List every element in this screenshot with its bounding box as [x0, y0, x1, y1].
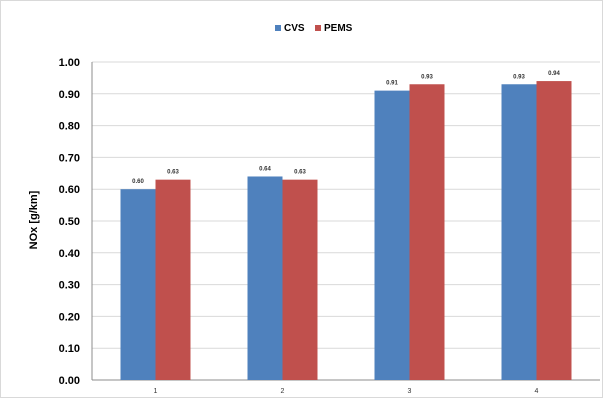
- x-tick-label: 2: [281, 388, 285, 395]
- bar-pems-1: [155, 179, 191, 380]
- data-label: 0.63: [294, 170, 306, 176]
- legend-entry-pems: PEMS: [324, 23, 353, 34]
- legend-entry-cvs: CVS: [284, 23, 305, 34]
- data-label: 0.91: [386, 81, 398, 87]
- legend-swatch: [315, 25, 321, 31]
- bar-pems-3: [409, 84, 445, 380]
- data-label: 0.94: [548, 71, 560, 77]
- legend-swatch: [275, 25, 281, 31]
- y-tick-label: 0.50: [59, 216, 80, 228]
- y-tick-label: 1.00: [59, 57, 80, 69]
- bar-cvs-2: [247, 176, 283, 380]
- y-tick-label: 0.40: [59, 248, 80, 260]
- y-tick-label: 0.80: [59, 121, 80, 133]
- y-tick-label: 0.20: [59, 311, 80, 323]
- legend: CVS PEMS: [275, 23, 353, 34]
- bar-pems-4: [536, 81, 572, 380]
- x-tick-label: 1: [154, 388, 158, 395]
- labels: 0.00 0.10 0.20 0.30 0.40 0.50 0.60 0.70 0.80 0.90…: [59, 57, 561, 395]
- data-label: 0.63: [167, 170, 179, 176]
- x-tick-label: 3: [408, 388, 412, 395]
- bar-pems-2: [282, 179, 318, 380]
- bar-cvs-1: [120, 189, 156, 380]
- bars: [120, 81, 572, 381]
- x-tick-label: 4: [535, 388, 539, 395]
- data-label: 0.93: [513, 74, 525, 80]
- data-label: 0.93: [421, 74, 433, 80]
- y-tick-label: 0.30: [59, 280, 80, 292]
- y-tick-label: 0.70: [59, 152, 80, 164]
- y-axis-title: NOx [g/km]: [28, 190, 40, 249]
- y-tick-label: 0.60: [59, 184, 80, 196]
- bar-cvs-4: [501, 84, 537, 380]
- y-tick-label: 0.00: [59, 375, 80, 387]
- data-label: 0.60: [132, 179, 144, 185]
- data-label: 0.64: [259, 166, 271, 172]
- y-tick-label: 0.90: [59, 89, 80, 101]
- bar-cvs-3: [374, 90, 410, 381]
- y-tick-label: 0.10: [59, 343, 80, 355]
